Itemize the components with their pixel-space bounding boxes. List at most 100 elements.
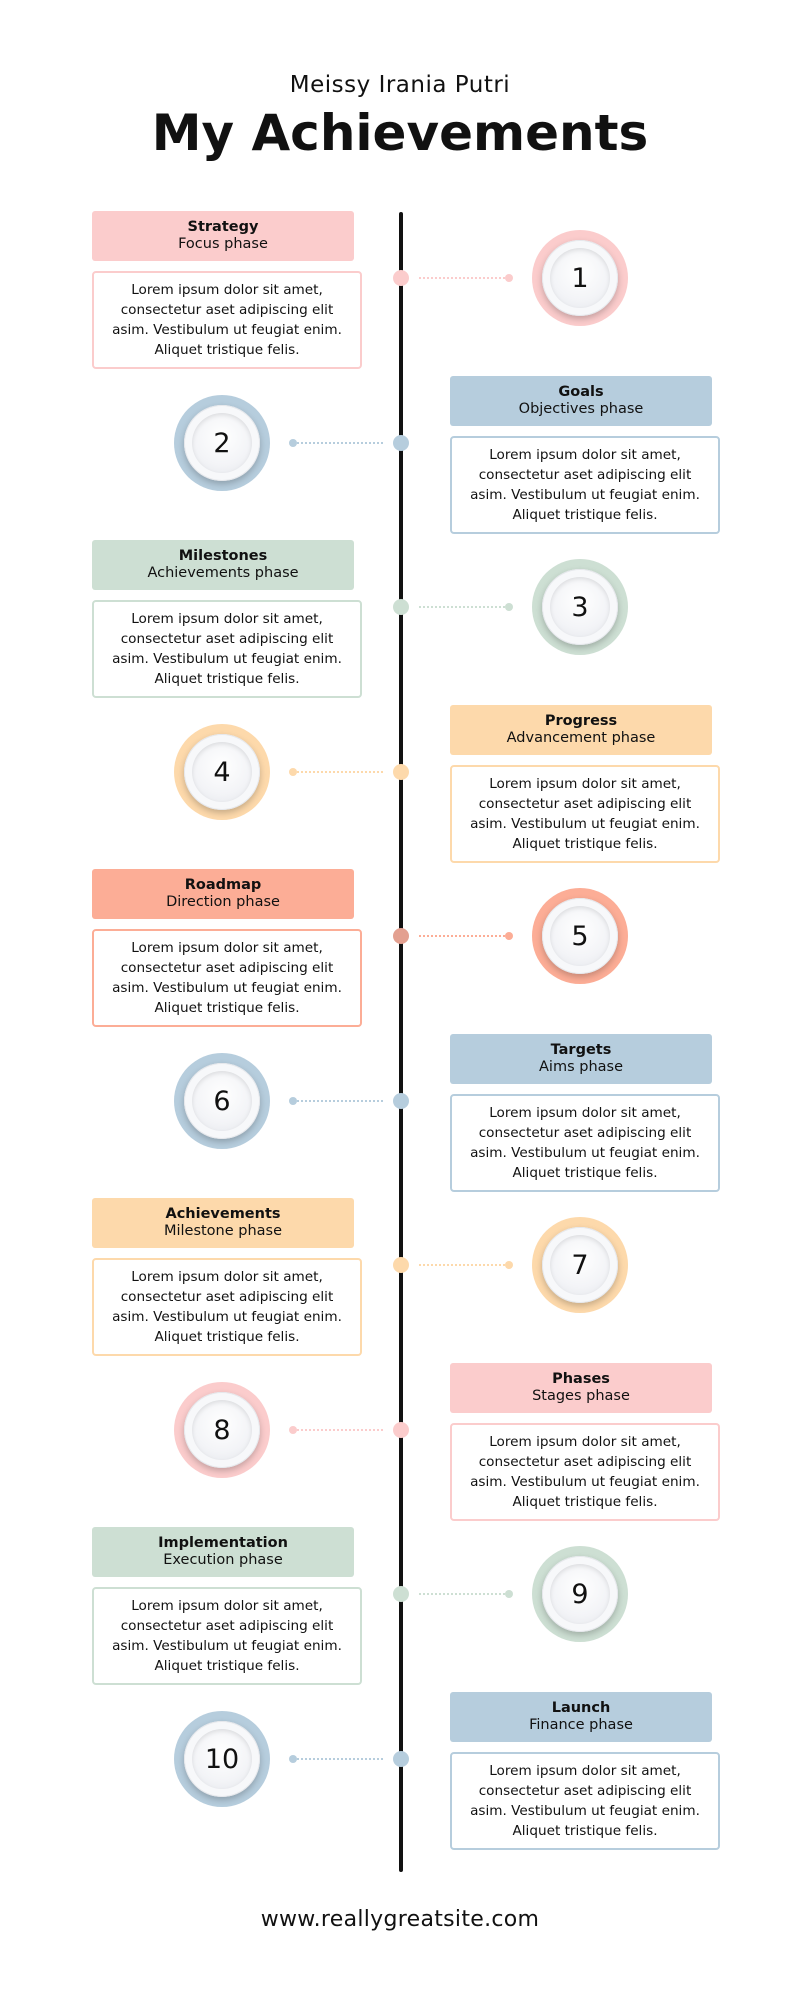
step-description: Lorem ipsum dolor sit amet, consectetur … xyxy=(450,765,720,863)
step-description-text: Lorem ipsum dolor sit amet, consectetur … xyxy=(112,611,342,687)
connector-line xyxy=(419,606,505,608)
step-description: Lorem ipsum dolor sit amet, consectetur … xyxy=(92,929,362,1027)
step-description-text: Lorem ipsum dolor sit amet, consectetur … xyxy=(470,1763,700,1839)
connector-line xyxy=(297,771,383,773)
step-title: Milestones xyxy=(178,548,268,564)
timeline-node-dot xyxy=(393,270,409,286)
step-number-badge: 6 xyxy=(174,1053,270,1149)
step-title: Targets xyxy=(550,1042,612,1058)
step-description: Lorem ipsum dolor sit amet, consectetur … xyxy=(450,1752,720,1850)
step-title: Launch xyxy=(551,1700,611,1716)
step-description-text: Lorem ipsum dolor sit amet, consectetur … xyxy=(112,940,342,1016)
connector-tip-dot xyxy=(505,274,513,282)
step-header: Goals Objectives phase xyxy=(450,376,712,426)
step-description: Lorem ipsum dolor sit amet, consectetur … xyxy=(450,1423,720,1521)
badge-inner: 5 xyxy=(542,898,618,974)
step-description-text: Lorem ipsum dolor sit amet, consectetur … xyxy=(470,447,700,523)
step-number-badge: 9 xyxy=(532,1546,628,1642)
badge-inner: 9 xyxy=(542,1556,618,1632)
step-number-badge: 1 xyxy=(532,230,628,326)
step-number-badge: 4 xyxy=(174,724,270,820)
step-number: 4 xyxy=(192,742,252,802)
step-number: 8 xyxy=(192,1400,252,1460)
step-number-badge: 10 xyxy=(174,1711,270,1807)
badge-inner: 6 xyxy=(184,1063,260,1139)
badge-inner: 2 xyxy=(184,405,260,481)
step-description: Lorem ipsum dolor sit amet, consectetur … xyxy=(92,1258,362,1356)
step-description-text: Lorem ipsum dolor sit amet, consectetur … xyxy=(112,1598,342,1674)
connector-line xyxy=(419,1593,505,1595)
step-header: Phases Stages phase xyxy=(450,1363,712,1413)
step-description: Lorem ipsum dolor sit amet, consectetur … xyxy=(450,436,720,534)
connector-tip-dot xyxy=(289,1755,297,1763)
timeline-node-dot xyxy=(393,435,409,451)
connector-line xyxy=(419,935,505,937)
step-number-badge: 5 xyxy=(532,888,628,984)
page-title: My Achievements xyxy=(151,104,649,162)
step-title: Achievements xyxy=(165,1206,281,1222)
step-header: Strategy Focus phase xyxy=(92,211,354,261)
step-header: Roadmap Direction phase xyxy=(92,869,354,919)
step-phase: Achievements phase xyxy=(147,565,299,581)
step-title: Roadmap xyxy=(184,877,262,893)
website-url[interactable]: www.reallygreatsite.com xyxy=(260,1907,540,1932)
badge-inner: 7 xyxy=(542,1227,618,1303)
step-phase: Milestone phase xyxy=(163,1223,283,1239)
step-description-text: Lorem ipsum dolor sit amet, consectetur … xyxy=(112,282,342,358)
step-header: Implementation Execution phase xyxy=(92,1527,354,1577)
step-number: 10 xyxy=(192,1729,252,1789)
step-title: Goals xyxy=(558,384,604,400)
connector-line xyxy=(297,442,383,444)
step-phase: Stages phase xyxy=(532,1388,630,1404)
connector-line xyxy=(297,1100,383,1102)
timeline-node-dot xyxy=(393,928,409,944)
step-title: Phases xyxy=(552,1371,610,1387)
connector-line xyxy=(419,1264,505,1266)
timeline-node-dot xyxy=(393,1093,409,1109)
connector-tip-dot xyxy=(289,1097,297,1105)
step-number-badge: 8 xyxy=(174,1382,270,1478)
step-description-text: Lorem ipsum dolor sit amet, consectetur … xyxy=(112,1269,342,1345)
step-phase: Focus phase xyxy=(178,236,268,252)
connector-tip-dot xyxy=(505,932,513,940)
timeline-node-dot xyxy=(393,1257,409,1273)
step-description-text: Lorem ipsum dolor sit amet, consectetur … xyxy=(470,1434,700,1510)
author-name: Meissy Irania Putri xyxy=(289,72,511,98)
step-title: Strategy xyxy=(187,219,259,235)
connector-tip-dot xyxy=(289,1426,297,1434)
connector-tip-dot xyxy=(289,439,297,447)
step-title: Progress xyxy=(544,713,618,729)
step-number: 6 xyxy=(192,1071,252,1131)
step-header: Targets Aims phase xyxy=(450,1034,712,1084)
step-number: 9 xyxy=(550,1564,610,1624)
step-description: Lorem ipsum dolor sit amet, consectetur … xyxy=(92,1587,362,1685)
step-number: 7 xyxy=(550,1235,610,1295)
step-number-badge: 7 xyxy=(532,1217,628,1313)
badge-inner: 4 xyxy=(184,734,260,810)
connector-tip-dot xyxy=(505,603,513,611)
step-header: Launch Finance phase xyxy=(450,1692,712,1742)
step-phase: Finance phase xyxy=(529,1717,633,1733)
badge-inner: 8 xyxy=(184,1392,260,1468)
connector-line xyxy=(297,1429,383,1431)
step-header: Achievements Milestone phase xyxy=(92,1198,354,1248)
connector-tip-dot xyxy=(505,1261,513,1269)
step-number: 3 xyxy=(550,577,610,637)
timeline-node-dot xyxy=(393,1751,409,1767)
connector-tip-dot xyxy=(505,1590,513,1598)
step-number-badge: 3 xyxy=(532,559,628,655)
badge-inner: 3 xyxy=(542,569,618,645)
timeline-node-dot xyxy=(393,1586,409,1602)
connector-tip-dot xyxy=(289,768,297,776)
step-phase: Advancement phase xyxy=(506,730,656,746)
step-title: Implementation xyxy=(158,1535,288,1551)
step-header: Milestones Achievements phase xyxy=(92,540,354,590)
step-description-text: Lorem ipsum dolor sit amet, consectetur … xyxy=(470,1105,700,1181)
timeline-node-dot xyxy=(393,599,409,615)
step-header: Progress Advancement phase xyxy=(450,705,712,755)
badge-inner: 10 xyxy=(184,1721,260,1797)
connector-line xyxy=(297,1758,383,1760)
step-description: Lorem ipsum dolor sit amet, consectetur … xyxy=(450,1094,720,1192)
timeline-node-dot xyxy=(393,764,409,780)
